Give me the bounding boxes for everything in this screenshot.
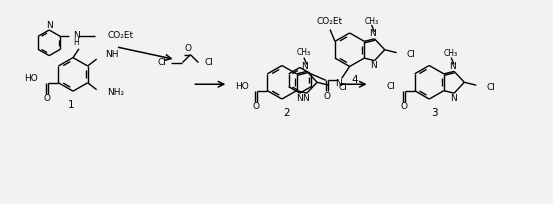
Text: HO: HO [24,74,38,83]
Text: O: O [400,102,407,111]
Text: O: O [44,94,51,103]
Text: 4: 4 [351,75,358,85]
Text: Cl: Cl [406,50,415,59]
Text: N: N [296,94,303,103]
Text: CO₂Et: CO₂Et [107,31,133,40]
Text: CH₃: CH₃ [297,48,311,57]
Text: Cl: Cl [158,58,166,67]
Text: N: N [335,79,342,88]
Text: O: O [324,92,330,101]
Text: NH₂: NH₂ [108,88,124,97]
Text: Cl: Cl [486,83,495,92]
Text: CH₃: CH₃ [444,49,458,58]
Text: N: N [369,29,376,38]
Text: N: N [74,31,80,40]
Text: CH₃: CH₃ [364,17,379,26]
Text: N: N [370,61,377,70]
Text: NH: NH [106,50,119,59]
Text: N: N [301,62,308,71]
Text: N: N [450,94,456,103]
Text: H: H [74,38,79,47]
Text: HO: HO [234,82,248,91]
Text: 1: 1 [67,100,74,110]
Text: O: O [253,102,260,111]
Text: Cl: Cl [205,58,213,67]
Text: N: N [46,21,53,30]
Text: Cl: Cl [339,83,348,92]
Text: Cl: Cl [387,82,396,91]
Text: 2: 2 [284,108,290,118]
Text: N: N [302,94,309,103]
Text: CO₂Et: CO₂Et [317,17,343,26]
Text: O: O [185,44,192,53]
Text: 3: 3 [431,108,437,118]
Text: N: N [448,62,456,71]
